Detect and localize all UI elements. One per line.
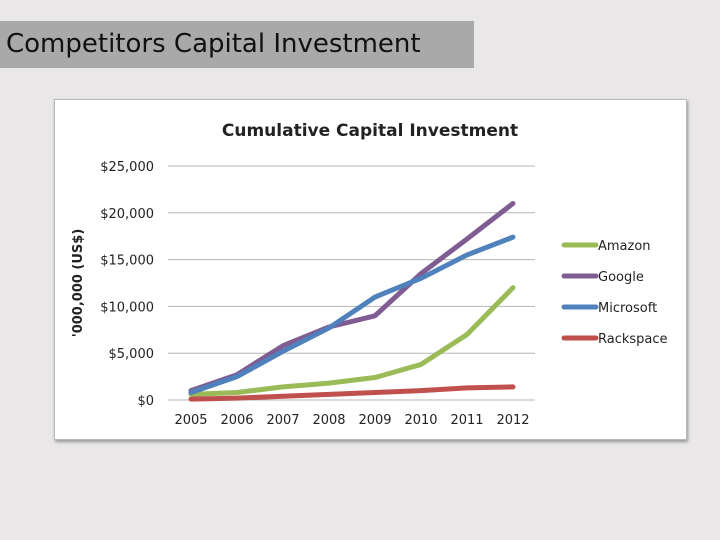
x-tick-label: 2011 xyxy=(450,413,483,428)
y-tick-label: $25,000 xyxy=(100,160,154,175)
series-lines xyxy=(188,200,516,402)
x-tick-label: 2012 xyxy=(496,413,529,428)
gridlines xyxy=(168,165,535,401)
slide-title: Competitors Capital Investment xyxy=(0,21,474,68)
x-tick-label: 2010 xyxy=(404,413,437,428)
chart-title: Cumulative Capital Investment xyxy=(222,121,518,141)
legend: Amazon Google Microsoft Rackspace xyxy=(561,239,668,347)
y-tick-label: $10,000 xyxy=(100,300,154,315)
x-tick-label: 2005 xyxy=(174,413,207,428)
series-line-google xyxy=(188,200,516,394)
y-axis-ticks: $0 $5,000 $10,000 $15,000 $20,000 $25,000 xyxy=(100,160,154,409)
legend-label-rackspace: Rackspace xyxy=(598,332,668,347)
y-tick-label: $0 xyxy=(137,394,154,409)
x-tick-label: 2007 xyxy=(266,413,299,428)
chart-frame: Cumulative Capital Investment '000,000 (… xyxy=(54,99,687,440)
line-chart: Cumulative Capital Investment '000,000 (… xyxy=(71,121,668,428)
legend-label-microsoft: Microsoft xyxy=(598,301,657,316)
y-tick-label: $20,000 xyxy=(100,207,154,222)
y-tick-label: $5,000 xyxy=(109,347,155,362)
legend-label-amazon: Amazon xyxy=(598,239,651,254)
legend-label-google: Google xyxy=(598,270,644,285)
x-tick-label: 2008 xyxy=(312,413,345,428)
y-axis-label: '000,000 (US$) xyxy=(71,229,86,338)
x-axis-ticks: 2005 2006 2007 2008 2009 2010 2011 2012 xyxy=(174,413,529,428)
y-tick-label: $15,000 xyxy=(100,254,154,269)
x-tick-label: 2009 xyxy=(358,413,391,428)
x-tick-label: 2006 xyxy=(220,413,253,428)
series-line-microsoft xyxy=(188,234,516,396)
series-line-amazon xyxy=(188,285,516,397)
series-line-rackspace xyxy=(188,384,516,402)
